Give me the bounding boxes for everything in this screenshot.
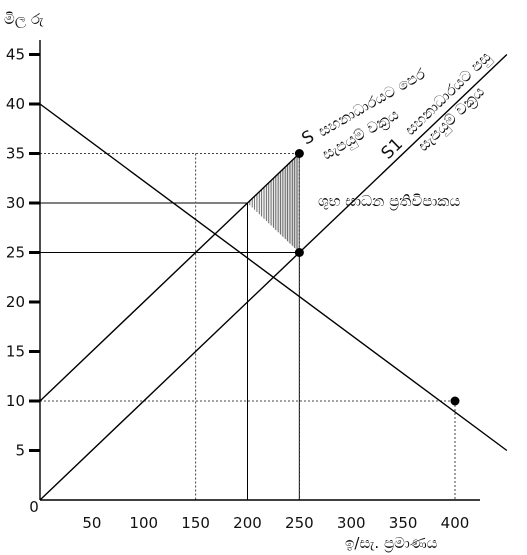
- curves: [39, 53, 508, 501]
- x-tick-label: 200: [233, 514, 262, 532]
- x-tick-label: 150: [181, 514, 210, 532]
- series-supply_before: [39, 152, 300, 402]
- y-tick-label: 40: [6, 95, 25, 113]
- y-tick-label: 15: [6, 343, 25, 361]
- y-tick-label: 10: [6, 392, 25, 410]
- y-tick-label: 20: [6, 293, 25, 311]
- x-tick-label: 350: [389, 514, 418, 532]
- guide-lines: [40, 153, 456, 500]
- y-tick-label: 25: [6, 244, 25, 262]
- welfare-loss-area: [247, 153, 300, 253]
- x-tick-label: 250: [285, 514, 314, 532]
- y-tick-label: 45: [6, 46, 25, 64]
- point-equilibrium-after: [294, 248, 304, 257]
- welfare-effect-label: ශුභ සාධන ප්‍රතිවිපාකය: [318, 192, 460, 211]
- y-tick-label: 5: [15, 442, 25, 460]
- x-tick-label: 400: [441, 514, 470, 532]
- x-tick-label: 50: [82, 514, 101, 532]
- series-supply_after: [39, 53, 508, 501]
- x-tick-label: 100: [129, 514, 158, 532]
- x-tick-label: 0: [29, 498, 39, 516]
- axis-ticks: 5 10 15 20 25 30 35 40 45 0 50 100 150 200 250 300 350 40…: [6, 46, 469, 533]
- y-tick-label: 35: [6, 145, 25, 163]
- point-s-end: [294, 149, 304, 158]
- point-demand-point: [450, 396, 460, 406]
- marked-points: [294, 149, 460, 406]
- s-curve-label: S: [299, 127, 318, 150]
- s1-curve-label: S1: [378, 134, 407, 163]
- x-tick-label: 300: [337, 514, 366, 532]
- y-tick-label: 30: [6, 194, 25, 212]
- y-axis-title: මිල රු: [4, 10, 44, 28]
- x-axis-title: ඉ/සැ. ප්‍රමාණය: [345, 534, 438, 553]
